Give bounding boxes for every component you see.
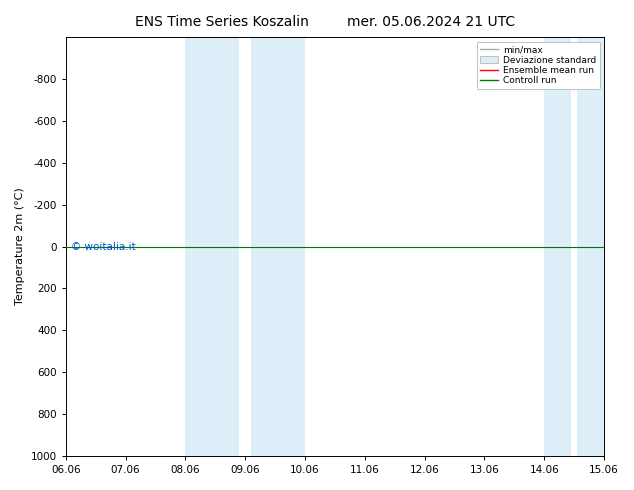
Bar [577,37,604,456]
Y-axis label: Temperature 2m (°C): Temperature 2m (°C) [15,188,25,305]
Bar [545,37,571,456]
Text: ENS Time Series Koszalin: ENS Time Series Koszalin [135,15,309,29]
Text: © woitalia.it: © woitalia.it [71,243,136,252]
Text: mer. 05.06.2024 21 UTC: mer. 05.06.2024 21 UTC [347,15,515,29]
Legend: min/max, Deviazione standard, Ensemble mean run, Controll run: min/max, Deviazione standard, Ensemble m… [477,42,600,89]
Bar [251,37,305,456]
Bar [185,37,239,456]
